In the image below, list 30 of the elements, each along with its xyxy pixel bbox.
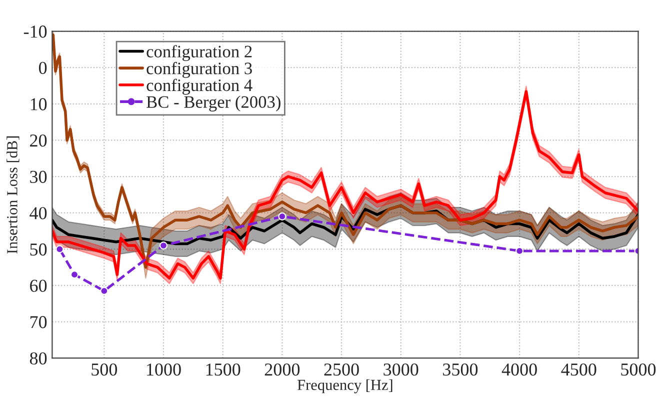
x-axis-title: Frequency [Hz] (297, 379, 392, 394)
y-tick-label: 0 (38, 62, 47, 74)
y-tick-label: -10 (24, 26, 47, 38)
point (278, 212, 286, 220)
x-tick-label: 4000 (502, 363, 537, 376)
point (56, 245, 64, 254)
y-tick-label: 20 (30, 134, 47, 147)
legend-label: configuration 3 (146, 62, 252, 78)
legend-label: configuration 2 (146, 45, 252, 62)
x-tick-label: 4500 (561, 363, 596, 376)
x-tick-label: 2500 (324, 363, 359, 376)
x-tick-label: 3000 (384, 363, 418, 376)
y-axis-title: Insertion Loss [dB] (6, 136, 20, 254)
y-tick-label: 60 (30, 280, 47, 292)
y-tick-label: 70 (30, 316, 47, 328)
y-tick-label: 80 (30, 352, 47, 365)
x-tick-label: 5000 (621, 363, 656, 376)
x-tick-label: 1500 (206, 363, 240, 376)
y-tick-label: 40 (30, 207, 47, 220)
point (100, 286, 108, 295)
point (160, 242, 168, 250)
x-tick-label: 1000 (147, 363, 181, 376)
legend-label: configuration 4 (146, 78, 252, 95)
x-tick-label: 2000 (264, 363, 300, 376)
y-tick-label: 10 (30, 98, 47, 110)
legend-label: BC - Berger (2003) (146, 96, 280, 112)
y-tick-label: 50 (30, 243, 47, 256)
y-tick-label: 30 (30, 170, 47, 183)
x-tick-label: 500 (92, 363, 118, 376)
x-tick-label: 3500 (443, 363, 478, 376)
